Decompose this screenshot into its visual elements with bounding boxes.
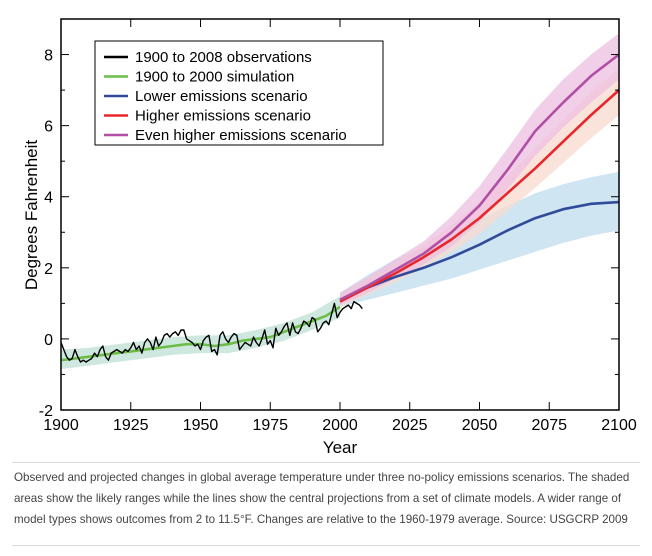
y-tick-label: 6 xyxy=(44,119,53,136)
axis-ticks xyxy=(60,19,620,411)
lower-emissions-line xyxy=(339,200,620,301)
higher-emissions-line xyxy=(339,89,620,303)
x-tick-label: 2000 xyxy=(322,417,358,434)
caption-divider-bottom xyxy=(12,545,640,546)
x-tick-label: 2075 xyxy=(531,417,567,434)
x-tick-label: 2050 xyxy=(462,417,498,434)
x-tick-label: 1925 xyxy=(113,417,149,434)
y-tick-label: 8 xyxy=(44,48,53,65)
legend-box xyxy=(94,40,384,146)
legend-label: Higher emissions scenario xyxy=(135,108,311,125)
temperature-chart: 1900 1925 1950 1975 2000 2025 2050 2075 2100 -2 0 2… xyxy=(22,18,637,457)
caption-divider-top xyxy=(12,462,640,463)
legend-label: Lower emissions scenario xyxy=(135,88,308,105)
y-axis-title: Degrees Fahrenheit xyxy=(22,140,41,291)
y-tick-label: -2 xyxy=(39,403,53,420)
even-higher-band xyxy=(340,33,619,306)
x-axis-title: Year xyxy=(323,438,358,457)
legend-label: Even higher emissions scenario xyxy=(135,127,347,144)
axis-tick-labels: 1900 1925 1950 1975 2000 2025 2050 2075 2100 -2 0 2… xyxy=(39,48,637,434)
y-tick-label: 0 xyxy=(44,332,53,349)
x-tick-label: 2100 xyxy=(601,417,637,434)
legend-label: 1900 to 2000 simulation xyxy=(135,69,294,86)
x-tick-label: 1900 xyxy=(43,417,79,434)
x-tick-label: 2025 xyxy=(392,417,428,434)
y-tick-label: 4 xyxy=(44,190,53,207)
series-lines xyxy=(60,53,620,363)
x-tick-label: 1975 xyxy=(252,417,288,434)
y-tick-label: 2 xyxy=(44,261,53,278)
simulation-line xyxy=(60,305,341,362)
x-tick-label: 1950 xyxy=(183,417,219,434)
legend: 1900 to 2008 observations 1900 to 2000 si… xyxy=(94,40,384,146)
even-higher-emissions-line xyxy=(339,53,620,301)
legend-label: 1900 to 2008 observations xyxy=(135,49,312,66)
figure-caption: Observed and projected changes in global… xyxy=(14,471,630,526)
observations-line xyxy=(60,300,363,363)
